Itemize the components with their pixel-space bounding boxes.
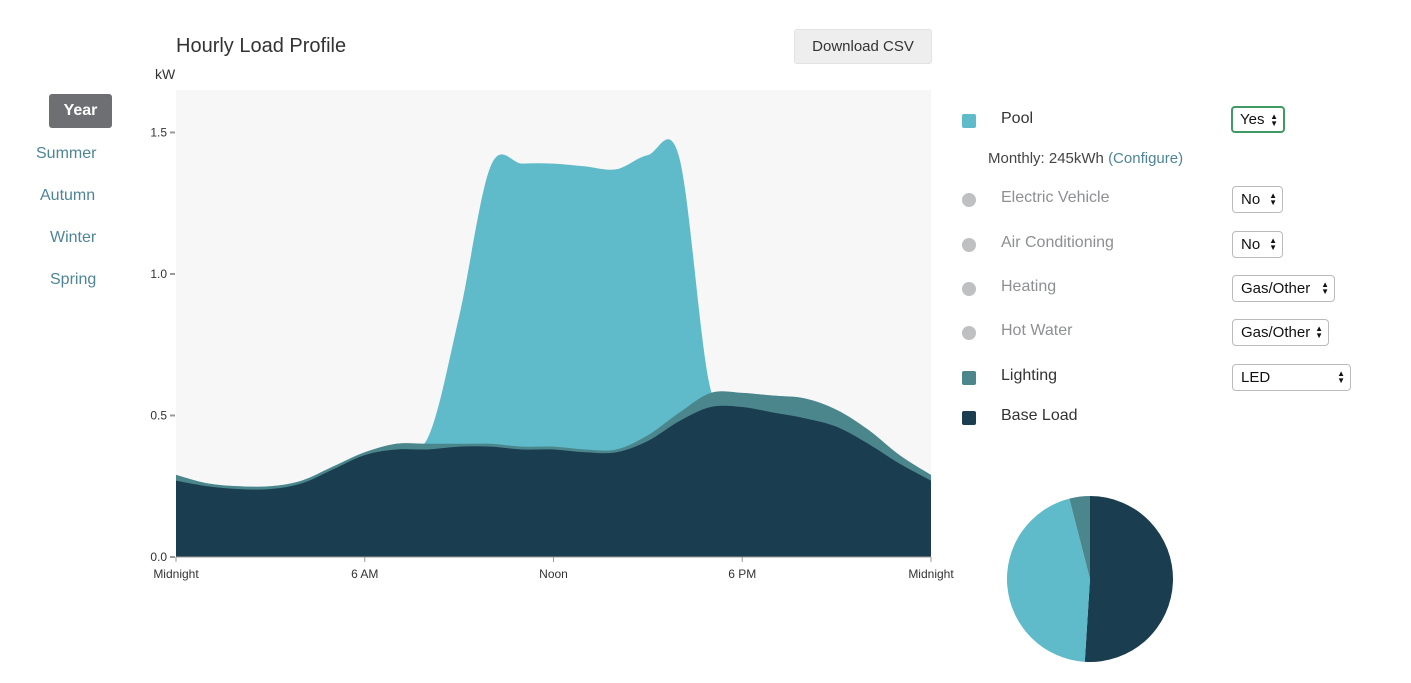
season-year[interactable]: Year [49, 94, 112, 128]
heating-label: Heating [1001, 278, 1057, 295]
pool-monthly: Monthly: 245kWh (Configure) [988, 150, 1183, 167]
y-tick-label: 1.5 [150, 125, 167, 139]
pool-label: Pool [1001, 110, 1034, 127]
hot-water-label: Hot Water [1001, 322, 1073, 339]
y-tick-label: 0.5 [150, 408, 167, 422]
pie-slice-lighting [1069, 496, 1090, 579]
ev-swatch [962, 193, 976, 207]
pie-slice-base-load [1084, 496, 1173, 662]
select-arrows-icon: ▲ ▼ [1315, 324, 1323, 340]
base-load-label: Base Load [1001, 407, 1078, 424]
select-arrows-icon: ▲ ▼ [1337, 369, 1345, 385]
load-profile-chart: 0.0 0.5 1.0 1.5 kW Midnight 6 AM Noon 6 PM Midnig… [150, 66, 954, 581]
ac-select[interactable]: No ▲ ▼ [1232, 231, 1283, 258]
ac-swatch [962, 238, 976, 252]
pool-configure-link[interactable]: (Configure) [1108, 150, 1184, 167]
lighting-swatch [962, 371, 976, 385]
season-summer[interactable]: Summer [36, 145, 97, 162]
season-spring[interactable]: Spring [50, 271, 97, 288]
chart-title: Hourly Load Profile [176, 35, 347, 57]
pool-swatch [962, 114, 976, 128]
select-arrows-icon: ▲ ▼ [1269, 236, 1277, 252]
ac-select-value: No [1241, 236, 1261, 253]
select-arrows-icon: ▲ ▼ [1269, 191, 1277, 207]
area-series-base-load [176, 405, 931, 557]
lighting-select[interactable]: LED ▲ ▼ [1232, 364, 1351, 391]
ev-label: Electric Vehicle [1001, 189, 1110, 206]
season-autumn[interactable]: Autumn [40, 187, 96, 204]
y-tick-label: 0.0 [150, 550, 167, 564]
pool-select-value: Yes [1240, 111, 1265, 128]
hot-water-select-value: Gas/Other [1241, 324, 1311, 341]
usage-pie-chart [1007, 496, 1173, 662]
ev-select[interactable]: No ▲ ▼ [1232, 186, 1283, 213]
lighting-label: Lighting [1001, 367, 1058, 384]
lighting-select-value: LED [1241, 369, 1271, 386]
x-tick-label: Midnight [908, 567, 954, 581]
base-load-swatch [962, 411, 976, 425]
y-tick-label: 1.0 [150, 267, 167, 281]
x-tick-label: 6 PM [728, 567, 756, 581]
hot-water-swatch [962, 326, 976, 340]
ev-select-value: No [1241, 191, 1261, 208]
pie-slice-pool [1007, 498, 1090, 662]
season-winter[interactable]: Winter [50, 229, 97, 246]
pool-monthly-text: Monthly: 245kWh [988, 150, 1104, 167]
x-tick-label: Noon [539, 567, 568, 581]
heating-select[interactable]: Gas/Other ▲ ▼ [1232, 275, 1335, 302]
select-arrows-icon: ▲ ▼ [1270, 112, 1278, 128]
pool-select[interactable]: Yes ▲ ▼ [1231, 106, 1285, 133]
select-arrows-icon: ▲ ▼ [1321, 280, 1329, 296]
heating-swatch [962, 282, 976, 296]
y-axis-label: kW [155, 66, 176, 82]
x-tick-label: 6 AM [351, 567, 378, 581]
x-tick-label: Midnight [153, 567, 199, 581]
download-csv-button[interactable]: Download CSV [794, 29, 932, 64]
heating-select-value: Gas/Other [1241, 280, 1311, 297]
ac-label: Air Conditioning [1001, 234, 1114, 251]
hot-water-select[interactable]: Gas/Other ▲ ▼ [1232, 319, 1329, 346]
